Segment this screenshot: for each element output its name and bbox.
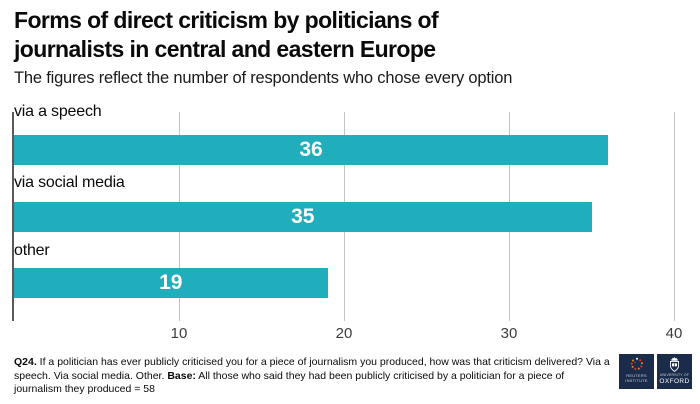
bar-value-label: 35 <box>291 205 315 228</box>
category-label-other: other <box>14 242 50 259</box>
x-tick-10: 10 <box>170 325 188 342</box>
oxford-university-logo: UNIVERSITY OF OXFORD <box>657 354 692 389</box>
reuters-word: REUTERS <box>626 373 647 378</box>
institute-word: INSTITUTE <box>625 378 648 383</box>
bar-value-label: 19 <box>159 271 183 294</box>
bar-via-a-speech: 36 <box>14 135 608 165</box>
x-tick-20: 20 <box>335 325 353 342</box>
question-text: If a politician has ever publicly critic… <box>14 356 610 382</box>
source-footnote: Q24. If a politician has ever publicly c… <box>14 356 610 397</box>
chart-title: Forms of direct criticism by politicians… <box>14 6 654 64</box>
reuters-logo-text: REUTERS INSTITUTE <box>625 373 647 383</box>
category-label-via-social-media: via social media <box>14 174 125 191</box>
chart-title-line1: Forms of direct criticism by politicians… <box>14 7 439 33</box>
chart-title-line2: journalists in central and eastern Europ… <box>14 36 436 62</box>
base-text: All those who said they had been publicl… <box>14 369 565 396</box>
bar-other: 19 <box>14 268 328 298</box>
logo-block: REUTERS INSTITUTE UNIVERSITY OF OXFORD <box>619 354 692 389</box>
question-number-label: Q24. <box>14 356 37 368</box>
reuters-institute-logo: REUTERS INSTITUTE <box>619 354 654 389</box>
chart-subtitle: The figures reflect the number of respon… <box>14 69 513 87</box>
reuters-dot-ring-icon <box>630 357 643 370</box>
category-label-via-a-speech: via a speech <box>14 103 102 120</box>
x-tick-40: 40 <box>665 325 683 342</box>
y-axis-line <box>12 112 14 321</box>
oxford-crest-icon <box>670 357 679 372</box>
bar-chart: via a speech 36 via social media 35 othe… <box>0 95 700 350</box>
oxford-logo-text-small: UNIVERSITY OF <box>659 373 690 377</box>
bar-via-social-media: 35 <box>14 202 592 232</box>
bar-value-label: 36 <box>299 138 323 161</box>
base-label: Base: <box>167 369 196 382</box>
gridline-40 <box>674 112 675 321</box>
x-tick-30: 30 <box>500 325 518 342</box>
oxford-logo-text-large: OXFORD <box>659 377 690 385</box>
